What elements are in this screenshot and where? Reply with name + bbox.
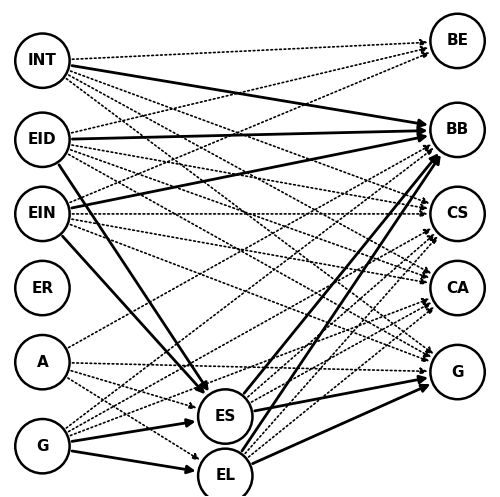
Text: INT: INT (28, 53, 57, 68)
Text: EIN: EIN (28, 206, 57, 221)
Circle shape (15, 187, 70, 241)
Circle shape (430, 345, 485, 399)
Text: A: A (36, 355, 48, 370)
Text: EID: EID (28, 132, 56, 147)
Circle shape (15, 33, 70, 88)
Text: ER: ER (32, 280, 54, 296)
Text: G: G (36, 439, 48, 454)
Circle shape (430, 103, 485, 157)
Circle shape (430, 187, 485, 241)
Circle shape (198, 389, 252, 444)
Circle shape (430, 261, 485, 315)
Circle shape (198, 449, 252, 497)
Circle shape (15, 335, 70, 389)
Text: CS: CS (446, 206, 469, 221)
Text: BE: BE (446, 33, 468, 48)
Text: CA: CA (446, 280, 469, 296)
Circle shape (15, 113, 70, 167)
Circle shape (430, 14, 485, 68)
Text: EL: EL (216, 468, 236, 484)
Text: BB: BB (446, 122, 469, 137)
Circle shape (15, 261, 70, 315)
Text: ES: ES (214, 409, 236, 424)
Text: G: G (452, 365, 464, 380)
Circle shape (15, 419, 70, 473)
